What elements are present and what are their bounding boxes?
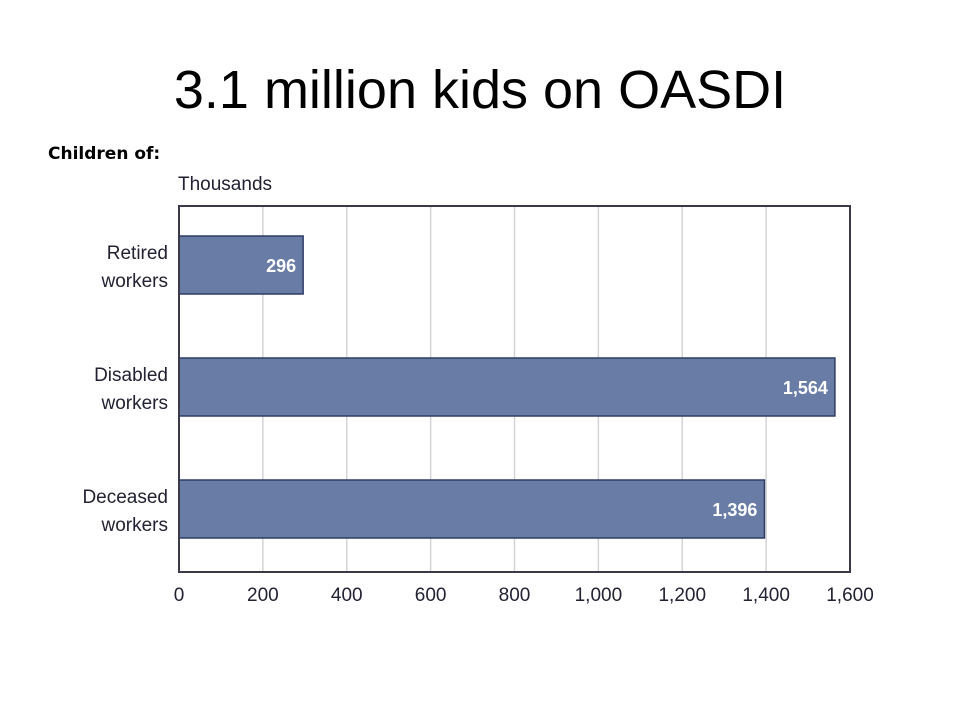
x-tick-label: 0 [174,585,185,606]
category-label: Retired [107,243,168,264]
bar-data-label: 1,564 [783,378,828,398]
bars [178,235,836,539]
x-tick-label: 1,600 [826,585,874,606]
category-label: workers [100,515,168,536]
bar [178,357,836,417]
x-tick-label: 1,000 [575,585,623,606]
slide-title: 3.1 million kids on OASDI [173,60,787,120]
plot-frame [178,205,851,573]
x-tick-label: 800 [499,585,531,606]
x-tick-label: 200 [247,585,279,606]
x-tick-label: 600 [415,585,447,606]
bar-data-label: 1,396 [712,500,757,520]
x-tick-label: 1,200 [658,585,706,606]
bar-data-label: 296 [266,256,296,276]
category-label: workers [100,271,168,292]
category-label: Deceased [82,487,168,508]
x-tick-label: 1,400 [742,585,790,606]
chart-subtitle: Children of: [48,144,161,164]
labels: 0 200 400 600 800 1,000 1,200 1,400 1,600 296 Reti… [82,243,873,606]
unit-label: Thousands [178,174,272,195]
category-label: workers [100,393,168,414]
bar [178,479,766,539]
category-label: Disabled [94,365,168,386]
x-tick-label: 400 [331,585,363,606]
bar [178,235,304,295]
